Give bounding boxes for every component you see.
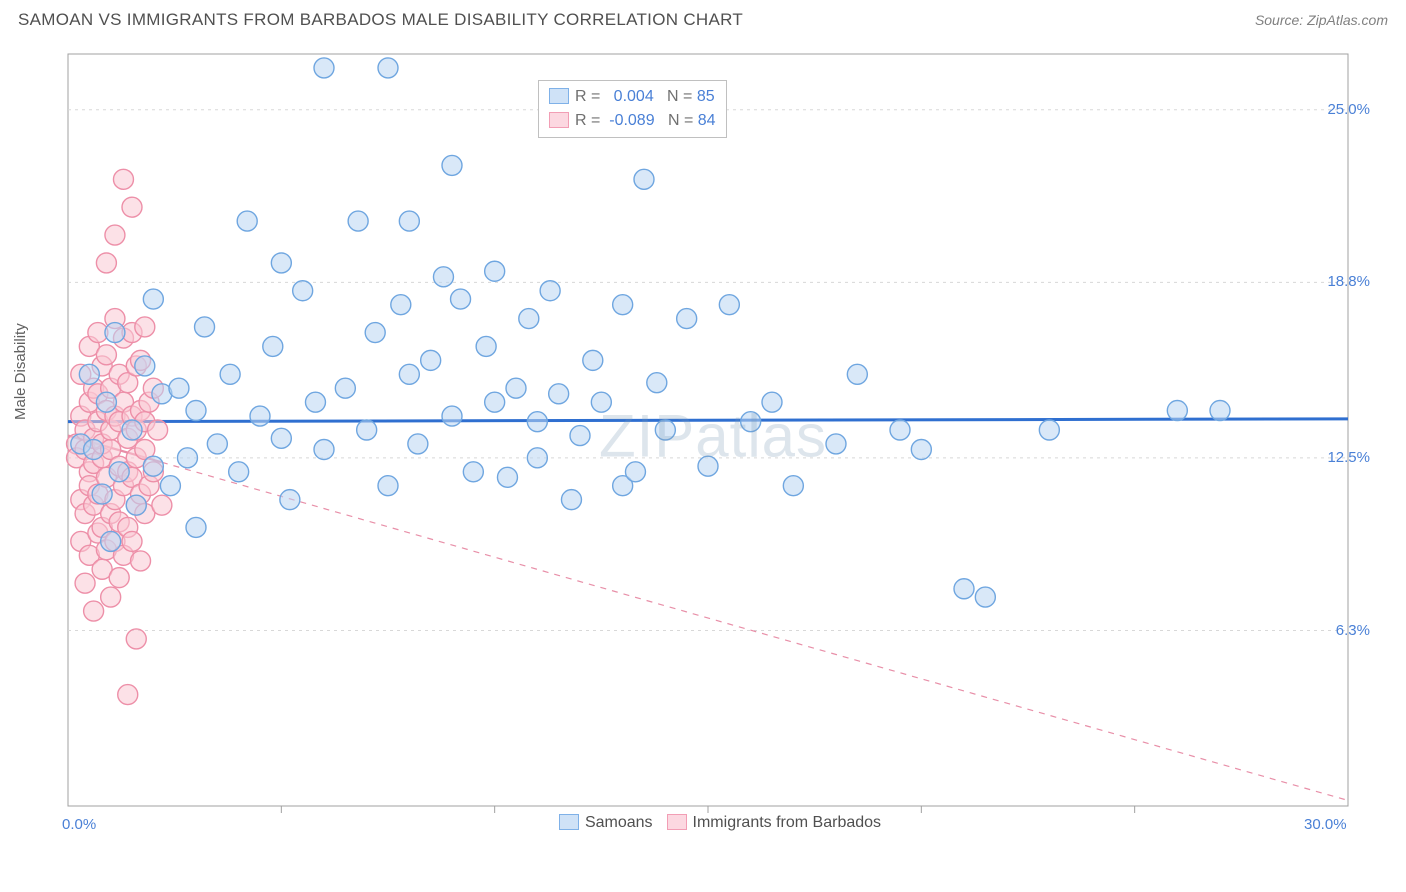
stats-row: R = 0.004 N = 85 xyxy=(549,85,716,109)
legend-swatch-icon xyxy=(667,814,687,830)
scatter-plot-svg xyxy=(48,36,1378,836)
y-tick-label: 25.0% xyxy=(1327,101,1370,118)
legend-swatch-icon xyxy=(559,814,579,830)
chart-container: ZIPatlas R = 0.004 N = 85R = -0.089 N = … xyxy=(48,36,1378,836)
y-tick-label: 18.8% xyxy=(1327,273,1370,290)
chart-title: SAMOAN VS IMMIGRANTS FROM BARBADOS MALE … xyxy=(18,10,743,30)
stats-row: R = -0.089 N = 84 xyxy=(549,109,716,133)
source-attribution: Source: ZipAtlas.com xyxy=(1255,12,1388,28)
legend-label: Immigrants from Barbados xyxy=(693,814,882,831)
legend-label: Samoans xyxy=(585,814,653,831)
series-swatch-icon xyxy=(549,112,569,128)
y-tick-label: 6.3% xyxy=(1336,622,1370,639)
y-axis-title: Male Disability xyxy=(12,323,29,420)
correlation-stats-box: R = 0.004 N = 85R = -0.089 N = 84 xyxy=(538,80,727,138)
series-swatch-icon xyxy=(549,88,569,104)
chart-legend: Samoans Immigrants from Barbados xyxy=(48,814,1378,832)
y-tick-label: 12.5% xyxy=(1327,449,1370,466)
